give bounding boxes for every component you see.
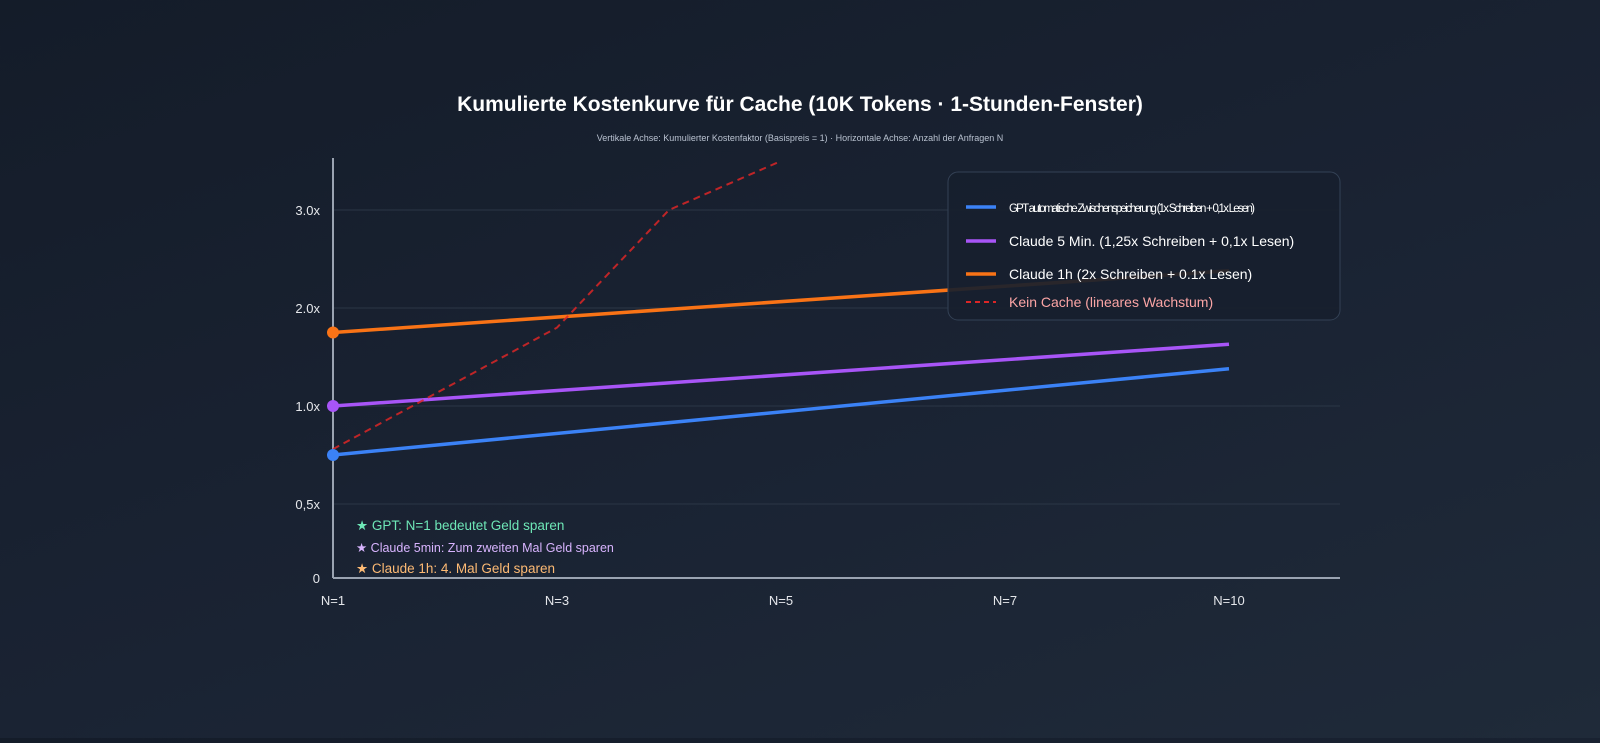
series-start-point-3 [327,326,339,339]
x-tick-label: N=5 [769,593,793,608]
series-line-2 [332,342,1230,408]
y-tick-label: 0 [313,571,320,586]
y-tick-label: 0,5x [295,497,320,512]
x-tick-label: N=10 [1213,593,1244,608]
legend-box [947,171,1341,321]
legend-label: GPT automatische Zwischenspeicherung (1x… [1009,203,1255,215]
axes: 0 0,5x 1.0x 2.0x 3.0x N=1 N=3 N=5 N=7 N=10 [295,158,1340,608]
annotations: ★ GPT: N=1 bedeutet Geld sparen ★ Claude … [356,518,614,576]
legend-label: Claude 1h (2x Schreiben + 0.1x Lesen) [1009,266,1252,282]
annotation-label: ★ GPT: N=1 bedeutet Geld sparen [356,518,564,533]
series-line-1 [332,367,1230,457]
y-tick-label: 2.0x [295,301,320,316]
x-tick-label: N=7 [993,593,1017,608]
annotation-label: ★ Claude 5min: Zum zweiten Mal Geld spar… [356,541,614,555]
chart-subtitle: Vertikale Achse: Kumulierter Kostenfakto… [597,133,1003,143]
series-start-point-2 [327,400,339,412]
y-tick-label: 3.0x [295,203,320,218]
series-start-point-1 [327,449,339,461]
annotation-label: ★ Claude 1h: 4. Mal Geld sparen [356,561,555,576]
x-tick-label: N=1 [321,593,345,608]
y-tick-label: 1.0x [295,399,320,414]
legend: GPT automatische Zwischenspeicherung (1x… [947,171,1341,321]
legend-label: Claude 5 Min. (1,25x Schreiben + 0,1x Le… [1009,233,1294,249]
series-line-4 [332,160,782,450]
legend-label: Kein Cache (lineares Wachstum) [1009,294,1213,310]
x-tick-label: N=3 [545,593,569,608]
chart-title: Kumulierte Kostenkurve für Cache (10K To… [457,93,1143,116]
